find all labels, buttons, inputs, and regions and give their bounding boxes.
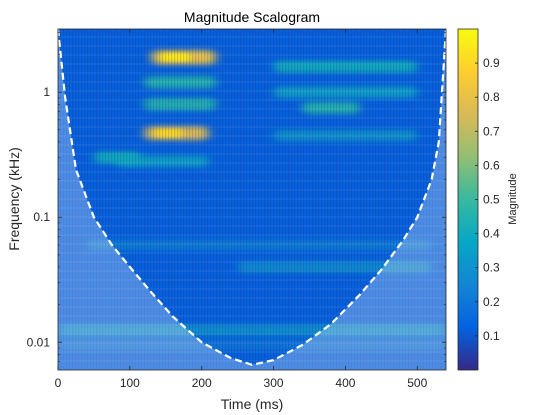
x-tick-label: 500 (407, 376, 427, 390)
x-tick-label: 100 (120, 376, 140, 390)
colorbar-tick-label: 0.1 (483, 329, 500, 343)
y-tick-label: 1 (43, 85, 50, 99)
colorbar-tick-label: 0.5 (483, 193, 500, 207)
chart-title-group: Magnitude Scalogram (184, 9, 320, 25)
x-tick-label: 0 (55, 376, 62, 390)
cone-of-influence-shade (58, 29, 446, 370)
y-axis-ticks: 0.01 0.1 1 (27, 32, 446, 362)
colorbar-label: Magnitude (507, 173, 519, 224)
x-axis-label: Time (ms) (221, 396, 283, 412)
plot-frame (57, 28, 447, 371)
colorbar-tick-label: 0.4 (483, 227, 500, 241)
y-tick-label: 0.01 (27, 335, 51, 349)
x-tick-label: 300 (264, 376, 284, 390)
colorbar-tick-label: 0.9 (483, 56, 500, 70)
colorbar-tick-label: 0.8 (483, 90, 500, 104)
colorbar-tick-label: 0.7 (483, 124, 500, 138)
x-tick-label: 200 (192, 376, 212, 390)
y-tick-label: 0.1 (33, 210, 50, 224)
colorbar-ticks: 0.1 0.2 0.3 0.4 0.5 0.6 0.7 0.8 0.9 (475, 56, 500, 343)
colorbar: 0.1 0.2 0.3 0.4 0.5 0.6 0.7 0.8 0.9 Magnitude (457, 28, 519, 371)
cone-of-influence-line (58, 29, 446, 366)
colorbar-tick-label: 0.3 (483, 261, 500, 275)
plot-area (58, 29, 446, 370)
y-axis-label: Frequency (kHz) (6, 147, 22, 250)
x-axis-ticks: 0 100 200 300 400 500 (55, 29, 428, 390)
colorbar-tick-label: 0.2 (483, 295, 500, 309)
scalogram-bands (58, 29, 446, 370)
colorbar-tick-label: 0.6 (483, 158, 500, 172)
x-tick-label: 400 (335, 376, 355, 390)
chart-title: Magnitude Scalogram (184, 9, 320, 25)
